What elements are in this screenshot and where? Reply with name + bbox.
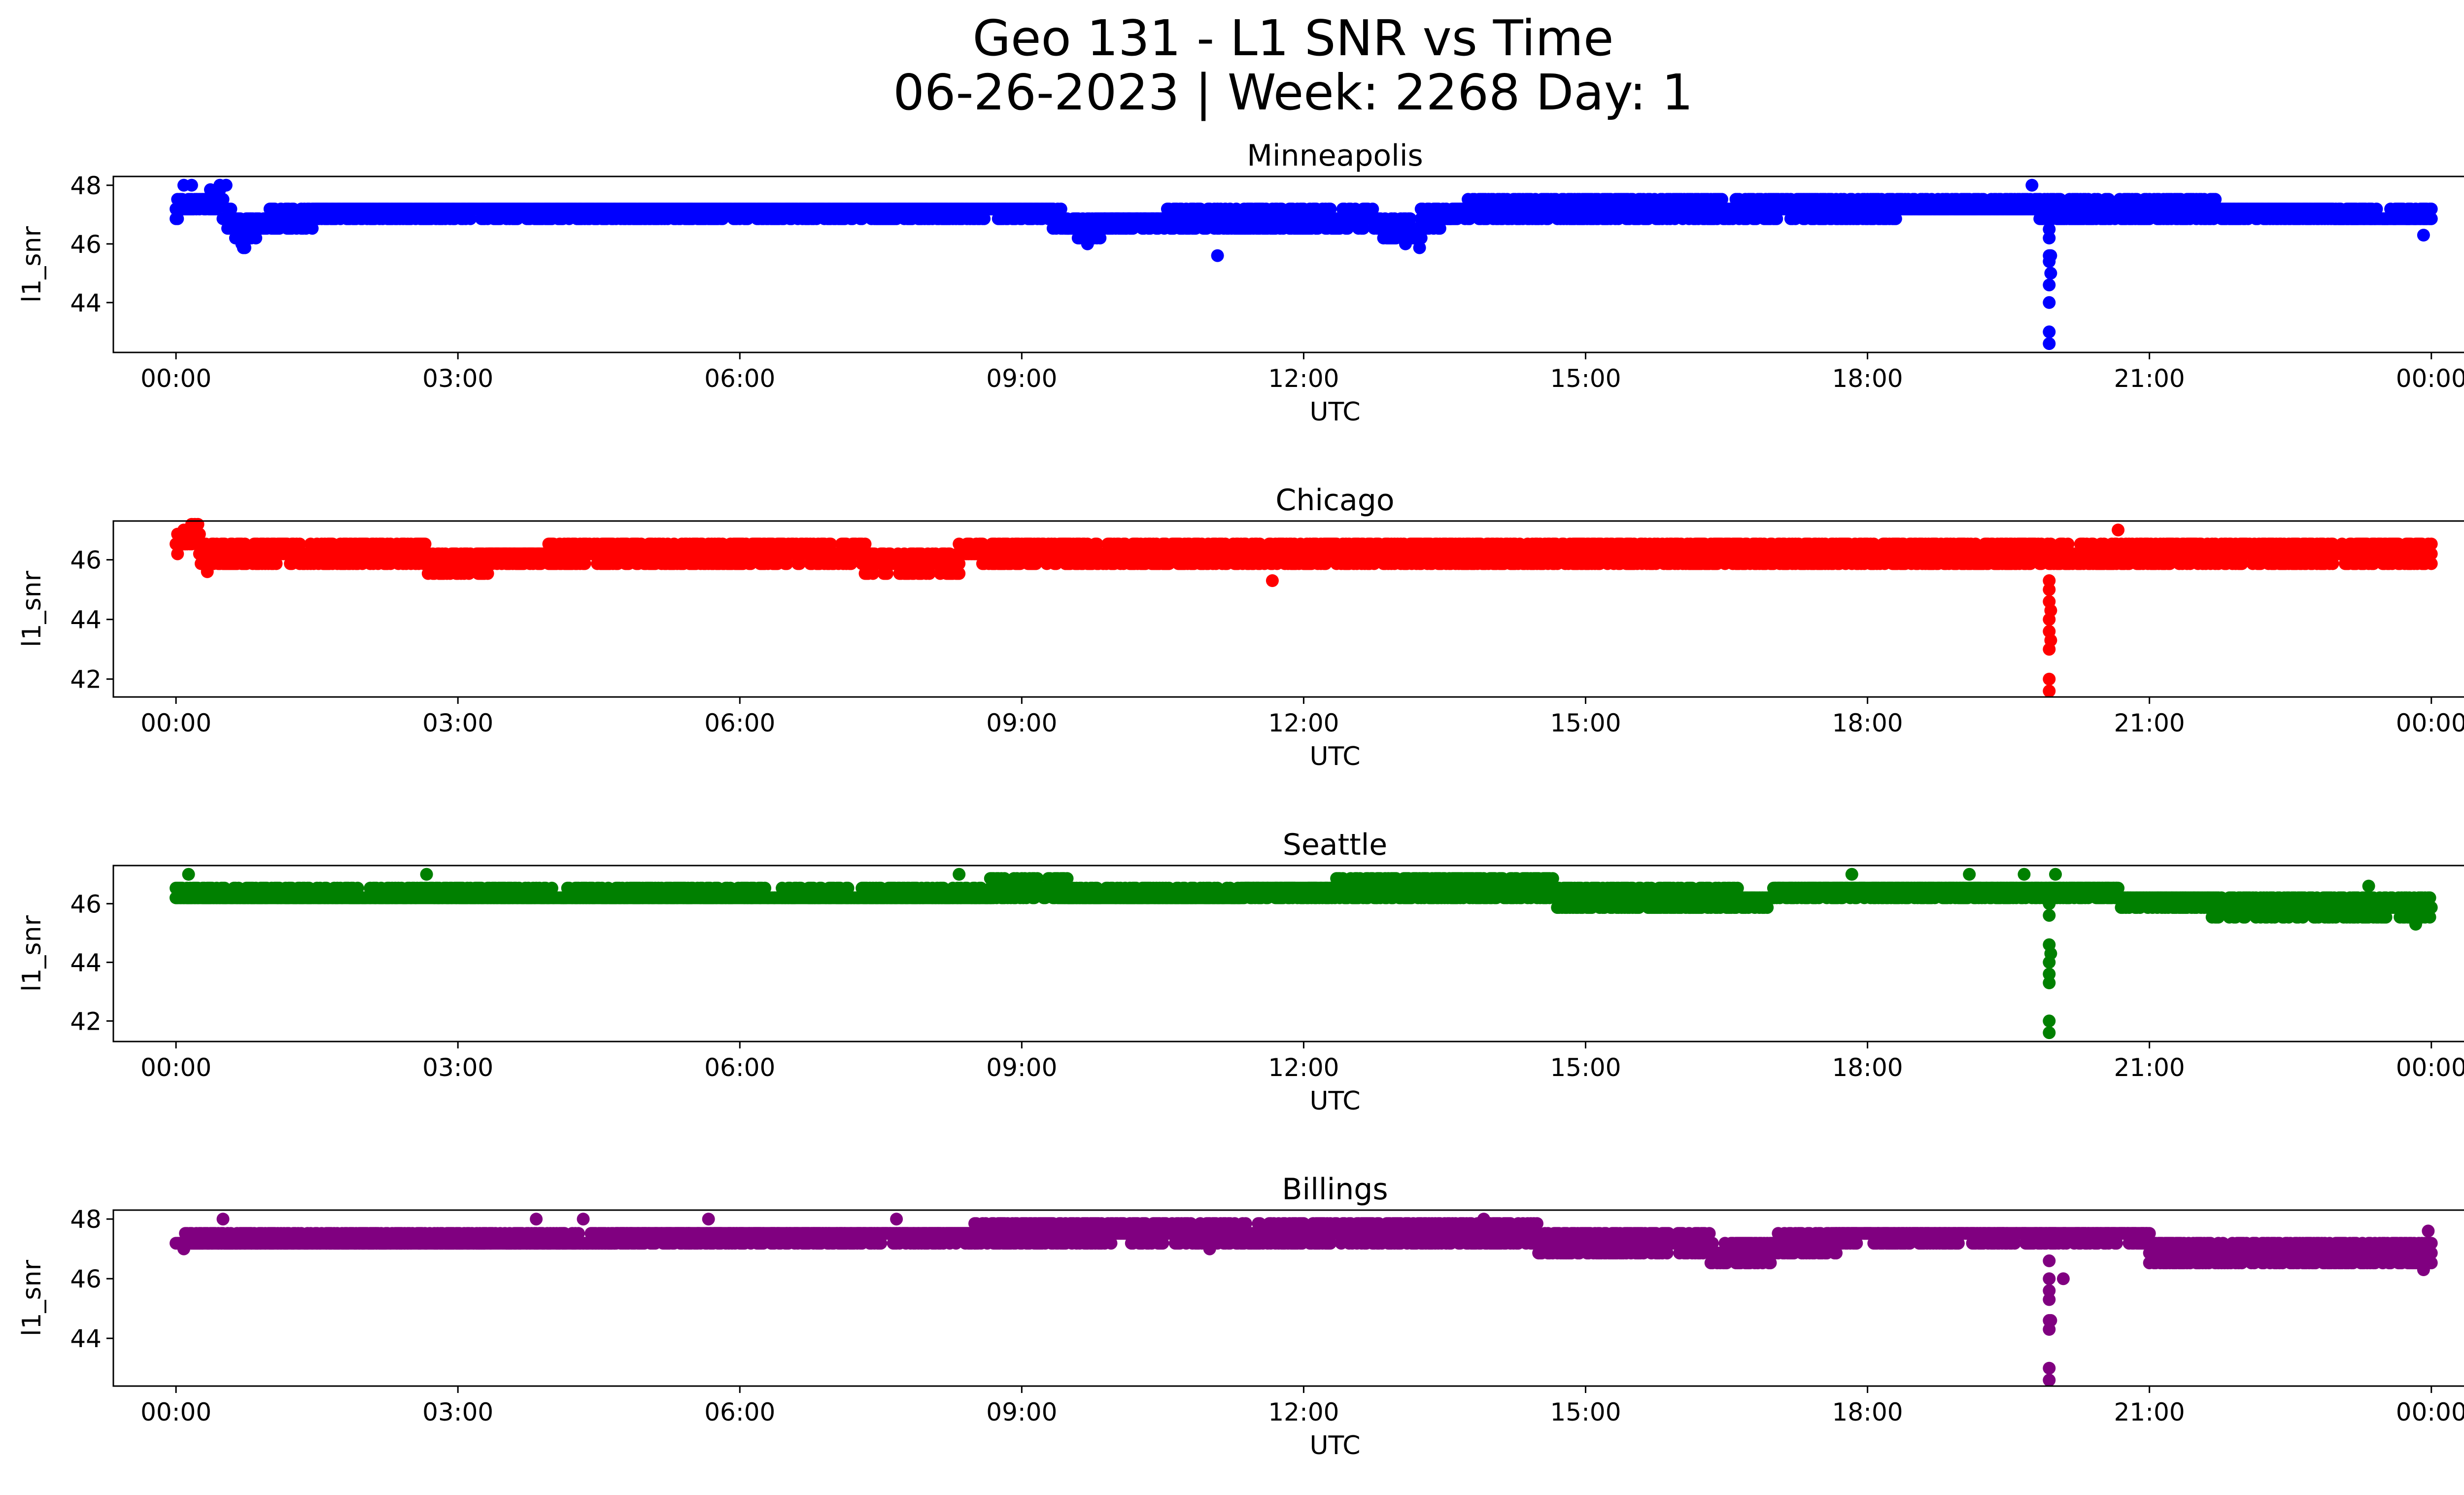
x-tick-label: 15:00 (1550, 364, 1621, 393)
y-tick-label: 48 (70, 172, 102, 200)
data-point (2102, 193, 2115, 206)
data-point (2417, 229, 2430, 242)
data-point (464, 212, 477, 225)
data-point (1357, 222, 1370, 235)
data-point (1414, 231, 1428, 244)
data-point (1413, 241, 1426, 254)
data-point (171, 212, 184, 225)
data-point (235, 237, 248, 250)
data-point (978, 212, 991, 225)
data-point (578, 557, 591, 570)
data-point (1433, 222, 1446, 235)
data-point (1889, 212, 1902, 225)
data-point (511, 212, 524, 225)
data-point (1463, 212, 1476, 225)
data-point (210, 203, 223, 215)
data-point (462, 567, 476, 580)
data-point (1081, 237, 1094, 250)
data-point (1770, 212, 1783, 225)
data-point (2044, 249, 2057, 262)
subplots: Minneapolis 00:00 03:00 06:00 09:00 12:00 15:0… (17, 139, 2464, 1460)
data-point (239, 537, 251, 551)
data-point (793, 557, 806, 570)
data-point (780, 557, 793, 570)
data-point (293, 537, 307, 551)
data-point (2025, 178, 2039, 192)
subplot-title: Minneapolis (1247, 139, 1423, 173)
data-point (744, 557, 757, 570)
data-point (844, 557, 857, 570)
data-point (216, 193, 230, 206)
data-point (741, 212, 754, 225)
x-tick-label: 18:00 (1832, 364, 1903, 393)
data-point (2043, 296, 2056, 309)
data-point (2425, 203, 2438, 215)
data-point (856, 212, 869, 225)
y-tick-label: 44 (70, 289, 102, 317)
data-point (1399, 237, 1412, 250)
x-tick-label: 03:00 (422, 364, 493, 393)
data-point (270, 557, 283, 570)
data-point (481, 567, 494, 580)
data-point (249, 231, 263, 244)
data-point (1715, 193, 1728, 206)
data-point (2043, 231, 2056, 244)
axes-frame (112, 175, 2464, 353)
data-point (2370, 203, 2383, 215)
x-tick-label: 21:00 (2114, 364, 2185, 393)
data-point (2425, 212, 2438, 225)
data-point (1341, 222, 1354, 235)
data-point (1541, 212, 1555, 225)
data-point (716, 212, 729, 225)
x-tick-label: 06:00 (704, 364, 775, 393)
figure-title-line1: Geo 131 - L1 SNR vs Time (973, 9, 1614, 67)
data-point (2043, 278, 2056, 292)
x-tick-label: 09:00 (986, 364, 1057, 393)
subplot-minneapolis: Minneapolis 00:00 03:00 06:00 09:00 12:00 15:0… (17, 139, 2464, 427)
data-point (2043, 325, 2056, 339)
scatter-points (170, 178, 2438, 350)
figure-title-line2: 06-26-2023 | Week: 2268 Day: 1 (893, 64, 1693, 121)
data-point (418, 537, 432, 551)
data-point (219, 178, 233, 192)
data-point (171, 547, 184, 560)
data-point (1211, 249, 1224, 262)
data-point (2209, 193, 2222, 206)
data-point (881, 567, 893, 580)
data-point (2044, 267, 2057, 280)
data-point (1127, 222, 1139, 235)
y-tick-label: 46 (70, 230, 102, 259)
scatter-points (170, 518, 2438, 697)
data-point (2053, 193, 2067, 206)
x-tick-label: 00:00 (140, 364, 211, 393)
subplot-title: Chicago (1275, 483, 1394, 518)
data-point (1324, 203, 1337, 215)
data-point (306, 222, 319, 235)
data-point (1366, 203, 1379, 215)
data-point (1094, 231, 1107, 244)
data-point (1054, 203, 1067, 215)
data-point (2043, 337, 2056, 350)
y-axis-label: l1_snr (17, 226, 47, 303)
data-point (2043, 223, 2056, 236)
data-point (185, 178, 198, 192)
data-point (858, 537, 872, 551)
data-point (866, 567, 880, 580)
x-axis-label: UTC (1309, 397, 1360, 427)
data-point (1403, 212, 1417, 225)
x-tick-label: 12:00 (1268, 364, 1339, 393)
data-point (224, 203, 238, 215)
x-tick-label: 00:00 (2396, 364, 2464, 393)
data-point (824, 537, 837, 551)
